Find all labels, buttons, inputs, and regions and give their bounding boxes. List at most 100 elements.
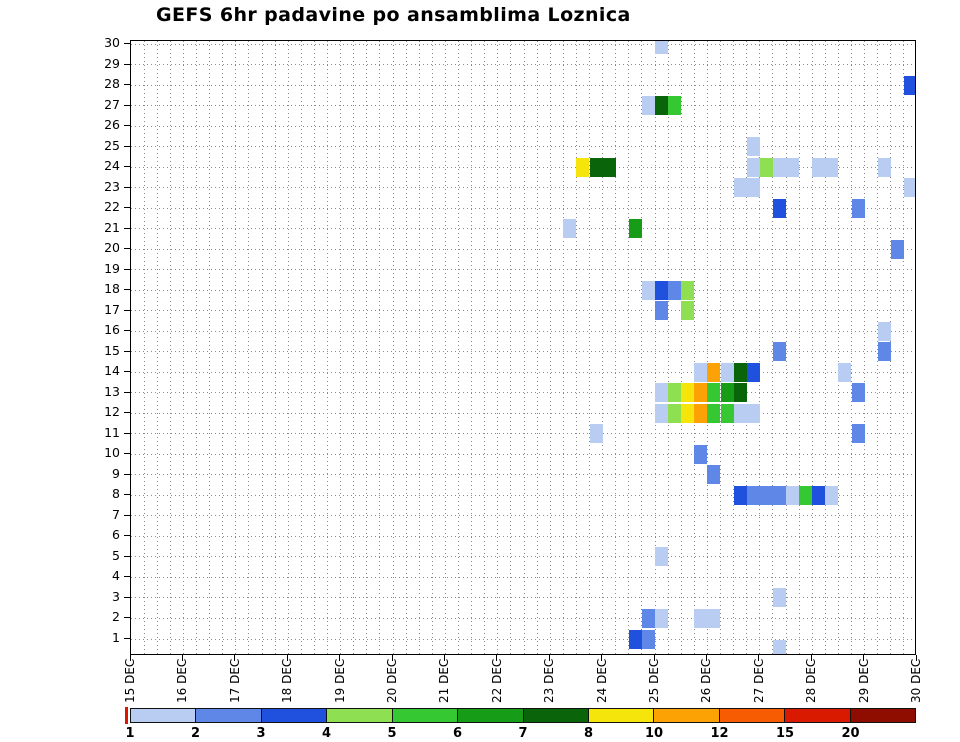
precip-cell [877,321,891,341]
y-tick-label: 4 [112,568,120,584]
grid-line-vertical [510,41,512,654]
y-tick-mark [124,227,131,229]
grid-line-vertical [313,41,315,654]
grid-line-vertical [851,41,852,654]
colorbar-segment [458,709,524,722]
x-tick-label: 25 DEC [647,658,661,703]
colorbar-segment [654,709,720,722]
precip-cell [681,301,695,321]
y-tick-mark [124,617,131,619]
precip-cell [576,157,590,177]
y-tick-label: 23 [104,178,120,194]
precip-cell [668,403,682,423]
x-tick-label: 29 DEC [856,658,871,703]
x-tick-label: 15 DEC [123,658,137,703]
y-tick-label: 12 [104,404,120,420]
precip-cell [838,362,852,382]
precip-cell [641,608,655,628]
grid-line-horizontal [131,146,915,148]
grid-line-horizontal [131,351,915,353]
colorbar-segment [523,709,589,722]
grid-line-vertical [536,41,538,654]
y-tick-mark [124,104,131,106]
grid-line-horizontal [131,269,915,271]
precip-cell [668,383,682,403]
precip-cell [720,403,734,423]
grid-line-horizontal [131,310,915,312]
grid-line-vertical [811,41,813,654]
precip-cell [668,96,682,116]
y-tick-label: 1 [112,630,120,645]
grid-line-vertical [903,41,905,654]
grid-line-horizontal [131,248,915,250]
precip-cell [655,280,669,300]
y-tick-mark [124,125,131,127]
grid-line-vertical [196,41,197,654]
x-tick-label: 19 DEC [332,658,347,703]
grid-line-horizontal [131,84,915,86]
y-tick-label: 19 [104,260,120,276]
grid-line-horizontal [131,474,915,476]
x-tick-mark [915,655,917,661]
precip-cell [746,178,760,198]
precip-cell [733,178,747,198]
y-tick-label: 20 [104,240,120,256]
y-tick-mark [124,268,131,270]
grid-line-vertical [759,41,761,654]
y-tick-label: 11 [104,424,120,440]
colorbar-segment [785,709,851,722]
x-tick-label: 16 DEC [175,658,190,703]
colorbar-segment [261,709,328,722]
precip-cell [655,96,669,116]
colorbar-tick-label: 8 [583,726,594,741]
grid-line-vertical [798,41,800,654]
precip-cell [746,157,760,177]
precip-cell [746,362,760,382]
grid-line-horizontal [131,535,915,537]
grid-line-vertical [235,41,237,654]
precip-cell [707,383,721,403]
chart-title: GEFS 6hr padavine po ansamblima Loznica [156,4,631,26]
precip-cell [759,157,773,177]
precip-cell [799,485,813,505]
colorbar-segment [850,709,916,722]
y-tick-mark [124,453,131,455]
precip-cell [746,485,760,505]
precip-cell [851,198,865,218]
precip-cell [733,362,747,382]
y-tick-label: 2 [112,609,120,625]
grid-line-vertical [602,41,604,654]
grid-line-horizontal [131,515,915,517]
y-tick-label: 5 [112,547,120,563]
grid-line-vertical [169,41,171,654]
y-tick-mark [124,63,131,65]
precip-cell [589,424,603,444]
precip-cell [812,157,826,177]
x-tick-label: 17 DEC [227,658,242,703]
grid-line-vertical [785,41,787,654]
grid-line-horizontal [131,64,915,66]
colorbar-tick-label: 3 [256,726,266,741]
precip-cell [851,383,865,403]
x-tick-mark [758,655,760,661]
y-tick-mark [124,248,131,250]
y-tick-mark [124,186,131,188]
y-tick-mark [124,412,131,414]
colorbar-tick-label: 1 [125,726,135,741]
y-tick-label: 30 [104,35,120,50]
grid-line-horizontal [131,289,915,291]
grid-line-vertical [300,41,302,654]
grid-line-vertical [523,41,525,654]
precip-cell [681,403,695,423]
y-tick-mark [124,371,131,373]
colorbar-tick-label: 12 [710,726,729,741]
precip-cell [628,629,642,649]
grid-line-vertical [575,41,577,654]
grid-line-vertical [562,41,564,654]
y-tick-mark [124,391,131,393]
grid-line-horizontal [131,43,915,45]
x-tick-label: 26 DEC [699,658,714,703]
precip-cell [772,198,786,218]
grid-line-horizontal [131,392,915,394]
precip-cell [746,403,760,423]
